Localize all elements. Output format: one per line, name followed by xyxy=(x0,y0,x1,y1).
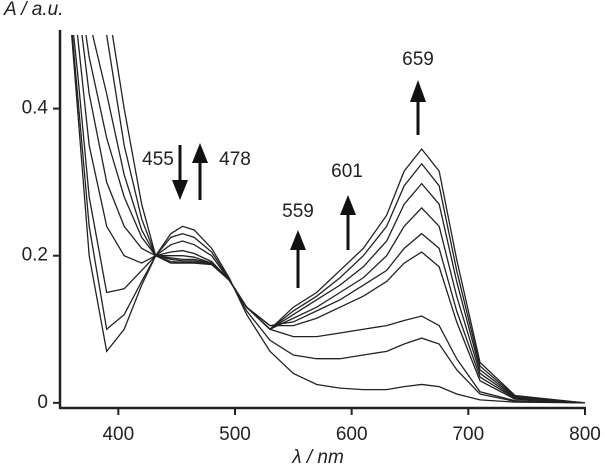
y-axis-label: A / a.u. xyxy=(3,0,64,20)
annotation: 559 xyxy=(282,201,314,222)
annotation: 478 xyxy=(219,149,251,170)
arrow-up xyxy=(290,230,306,288)
spectrum-line xyxy=(72,35,585,404)
x-tick-label: 800 xyxy=(569,424,601,445)
spectrum-line xyxy=(76,35,585,404)
x-tick-label: 400 xyxy=(102,424,134,445)
spectrum-line xyxy=(71,35,585,404)
x-tick-label: 500 xyxy=(219,424,251,445)
annotation: 659 xyxy=(402,49,434,70)
x-axis-label: λ / nm xyxy=(291,447,344,467)
arrow-up xyxy=(192,143,208,200)
spectrum-line xyxy=(105,35,585,404)
annotation: 455 xyxy=(142,149,174,170)
annotation: 601 xyxy=(331,161,363,182)
spectrum-line xyxy=(81,35,585,404)
arrow-up xyxy=(340,195,356,250)
x-tick-label: 600 xyxy=(336,424,368,445)
spectrum-line xyxy=(111,35,585,404)
plot-area xyxy=(71,35,585,404)
arrow-up xyxy=(410,80,426,135)
y-tick-label: 0.2 xyxy=(22,245,48,266)
arrow-down xyxy=(172,145,188,200)
spectrum-line xyxy=(85,35,585,404)
spectrum-line xyxy=(92,35,585,404)
y-tick-label: 0 xyxy=(37,392,48,413)
y-tick-label: 0.4 xyxy=(22,98,49,119)
spectrum-line xyxy=(71,35,585,404)
x-tick-label: 700 xyxy=(452,424,484,445)
